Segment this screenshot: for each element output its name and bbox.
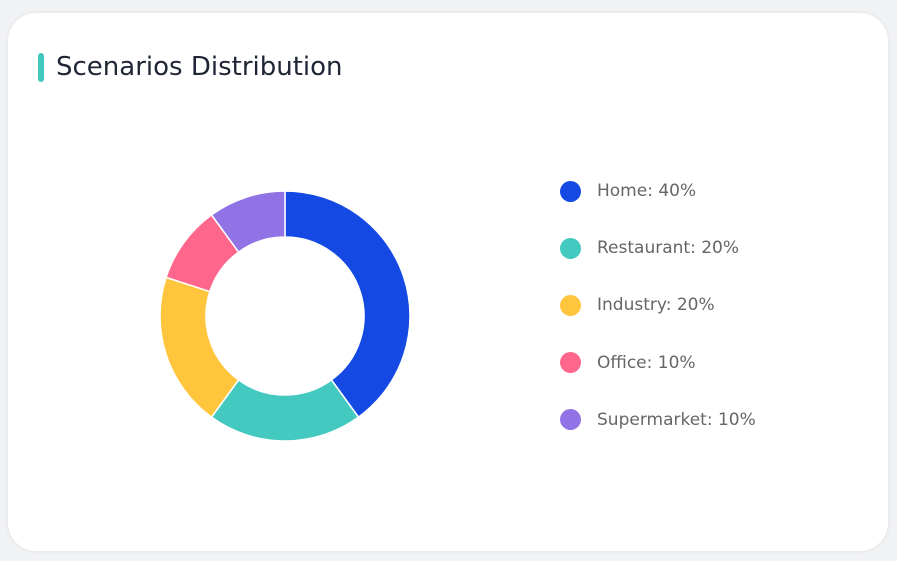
legend-item-industry[interactable]: Industry: 20% bbox=[560, 290, 715, 320]
legend-label: Industry: 20% bbox=[597, 295, 715, 316]
legend-marker-icon bbox=[560, 180, 581, 202]
legend-marker-icon bbox=[560, 237, 581, 259]
legend-label: Office: 10% bbox=[597, 352, 696, 373]
scenarios-card: Scenarios Distribution bbox=[8, 13, 888, 551]
legend-item-restaurant[interactable]: Restaurant: 20% bbox=[560, 233, 739, 263]
card-title: Scenarios Distribution bbox=[56, 52, 343, 82]
legend-label: Home: 40% bbox=[597, 181, 697, 201]
slice-supermarket[interactable] bbox=[210, 190, 286, 254]
legend-marker-icon bbox=[560, 352, 581, 374]
slice-home[interactable] bbox=[284, 190, 411, 419]
legend-marker-icon bbox=[560, 409, 581, 431]
slice-industry[interactable] bbox=[159, 276, 240, 419]
legend-label: Supermarket: 10% bbox=[597, 409, 756, 430]
legend-item-supermarket[interactable]: Supermarket: 10% bbox=[560, 405, 756, 435]
title-accent-bar bbox=[38, 53, 44, 82]
legend-label: Restaurant: 20% bbox=[597, 238, 739, 259]
legend-marker-icon bbox=[560, 294, 581, 316]
slice-restaurant[interactable] bbox=[210, 378, 360, 442]
legend-item-home[interactable]: Home: 40% bbox=[560, 176, 696, 206]
legend-item-office[interactable]: Office: 10% bbox=[560, 348, 696, 378]
